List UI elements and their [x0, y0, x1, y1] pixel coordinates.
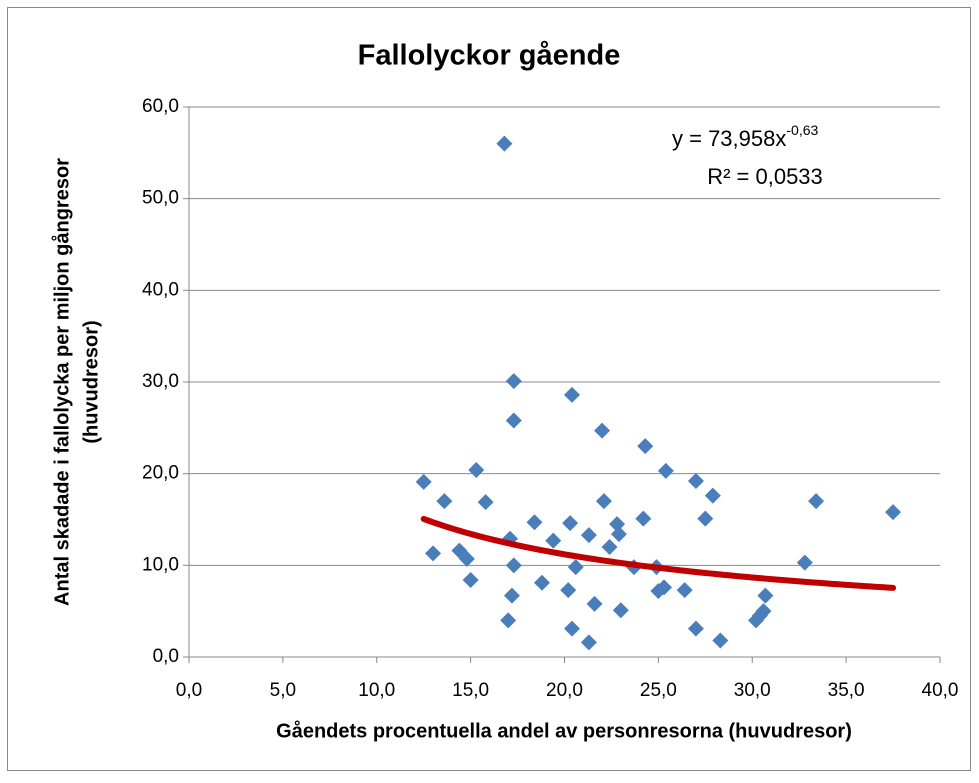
y-tick-label: 50,0	[142, 188, 179, 209]
point	[526, 514, 543, 531]
y-tick-label: 10,0	[142, 554, 179, 575]
point	[595, 493, 612, 510]
point	[755, 603, 772, 620]
point	[500, 612, 517, 629]
x-tick-label: 40,0	[922, 680, 959, 701]
x-tick-label: 30,0	[734, 680, 771, 701]
point	[635, 510, 652, 527]
point	[586, 595, 603, 612]
point	[545, 532, 562, 549]
x-tick-label: 25,0	[640, 680, 677, 701]
point	[610, 526, 627, 543]
y-tick-label: 20,0	[142, 463, 179, 484]
y-tick-label: 40,0	[142, 279, 179, 300]
point	[505, 557, 522, 574]
point	[580, 527, 597, 544]
y-axis-title-line: Antal skadade i fallolycka per miljon gå…	[50, 158, 73, 606]
point	[496, 135, 513, 152]
point	[462, 572, 479, 588]
point	[505, 412, 522, 429]
chart-title: Fallolyckor gående	[358, 40, 621, 72]
point	[757, 587, 774, 604]
point	[468, 462, 485, 478]
point	[687, 473, 704, 489]
x-tick-label: 10,0	[358, 680, 395, 701]
y-tick-label: 60,0	[142, 96, 179, 117]
point	[657, 462, 674, 479]
point	[564, 386, 581, 403]
point	[477, 494, 494, 511]
point	[436, 493, 453, 510]
point	[415, 473, 432, 490]
x-axis-title: Gåendets procentuella andel av personres…	[276, 719, 852, 742]
point	[425, 545, 442, 562]
point	[458, 550, 475, 567]
point	[676, 582, 693, 599]
point	[533, 574, 550, 591]
point	[637, 438, 654, 455]
r-squared: R² = 0,0533	[707, 164, 823, 189]
point	[505, 373, 522, 390]
point	[609, 516, 626, 533]
equation-exponent: -0,63	[786, 122, 818, 138]
point	[796, 554, 813, 571]
point	[560, 582, 577, 599]
point	[567, 559, 584, 576]
x-tick-label: 0,0	[176, 680, 202, 701]
point	[580, 634, 597, 651]
point	[808, 493, 825, 510]
y-tick-label: 0,0	[153, 646, 179, 667]
y-axis-title: Antal skadade i fallolycka per miljon gå…	[50, 158, 102, 606]
point	[697, 510, 714, 527]
trendline	[420, 515, 897, 591]
y-tick-label: 30,0	[142, 371, 179, 392]
point	[562, 515, 579, 532]
chart-border	[7, 7, 971, 771]
x-tick-label: 5,0	[270, 680, 296, 701]
point	[704, 487, 721, 504]
point	[594, 422, 611, 439]
point	[564, 620, 581, 637]
point	[885, 504, 902, 521]
x-tick-label: 15,0	[452, 680, 489, 701]
y-axis-title-line: (huvudresor)	[80, 320, 102, 443]
point	[656, 579, 673, 596]
point	[612, 602, 629, 619]
trendline-equation: y = 73,958x-0,63	[672, 122, 818, 151]
x-tick-label: 20,0	[546, 680, 583, 701]
point	[687, 620, 704, 637]
point	[601, 539, 618, 555]
point	[503, 587, 520, 604]
point	[712, 632, 729, 649]
equation-text: y = 73,958x	[672, 126, 786, 151]
x-tick-label: 35,0	[828, 680, 865, 701]
